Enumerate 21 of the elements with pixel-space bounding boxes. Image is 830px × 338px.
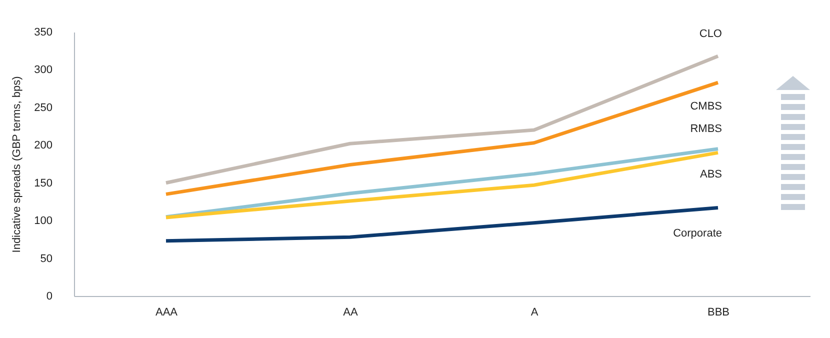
series-label: CMBS xyxy=(690,100,722,113)
x-tick-label: AA xyxy=(343,306,358,318)
y-tick-label: 200 xyxy=(34,140,52,152)
y-tick-label: 50 xyxy=(40,252,52,265)
x-tick-label: AAA xyxy=(155,306,178,318)
line-series xyxy=(164,206,720,243)
line-series xyxy=(164,54,720,185)
series-label: RMBS xyxy=(690,122,722,135)
x-tick-label: BBB xyxy=(707,306,730,318)
series-label: ABS xyxy=(700,168,722,181)
y-tick-label: 250 xyxy=(34,102,52,114)
y-tick-label: 100 xyxy=(34,215,52,228)
line-series xyxy=(164,80,720,196)
y-axis-title: Indicative spreads (GBP terms, bps) xyxy=(11,76,24,253)
y-tick-label: 0 xyxy=(46,290,52,302)
y-tick-label: 150 xyxy=(34,177,52,190)
x-tick-label: A xyxy=(530,306,539,318)
y-tick-label: 350 xyxy=(34,26,52,38)
series-label: Corporate xyxy=(673,228,722,240)
series-label: CLO xyxy=(699,28,722,40)
y-tick-label: 300 xyxy=(34,64,52,76)
